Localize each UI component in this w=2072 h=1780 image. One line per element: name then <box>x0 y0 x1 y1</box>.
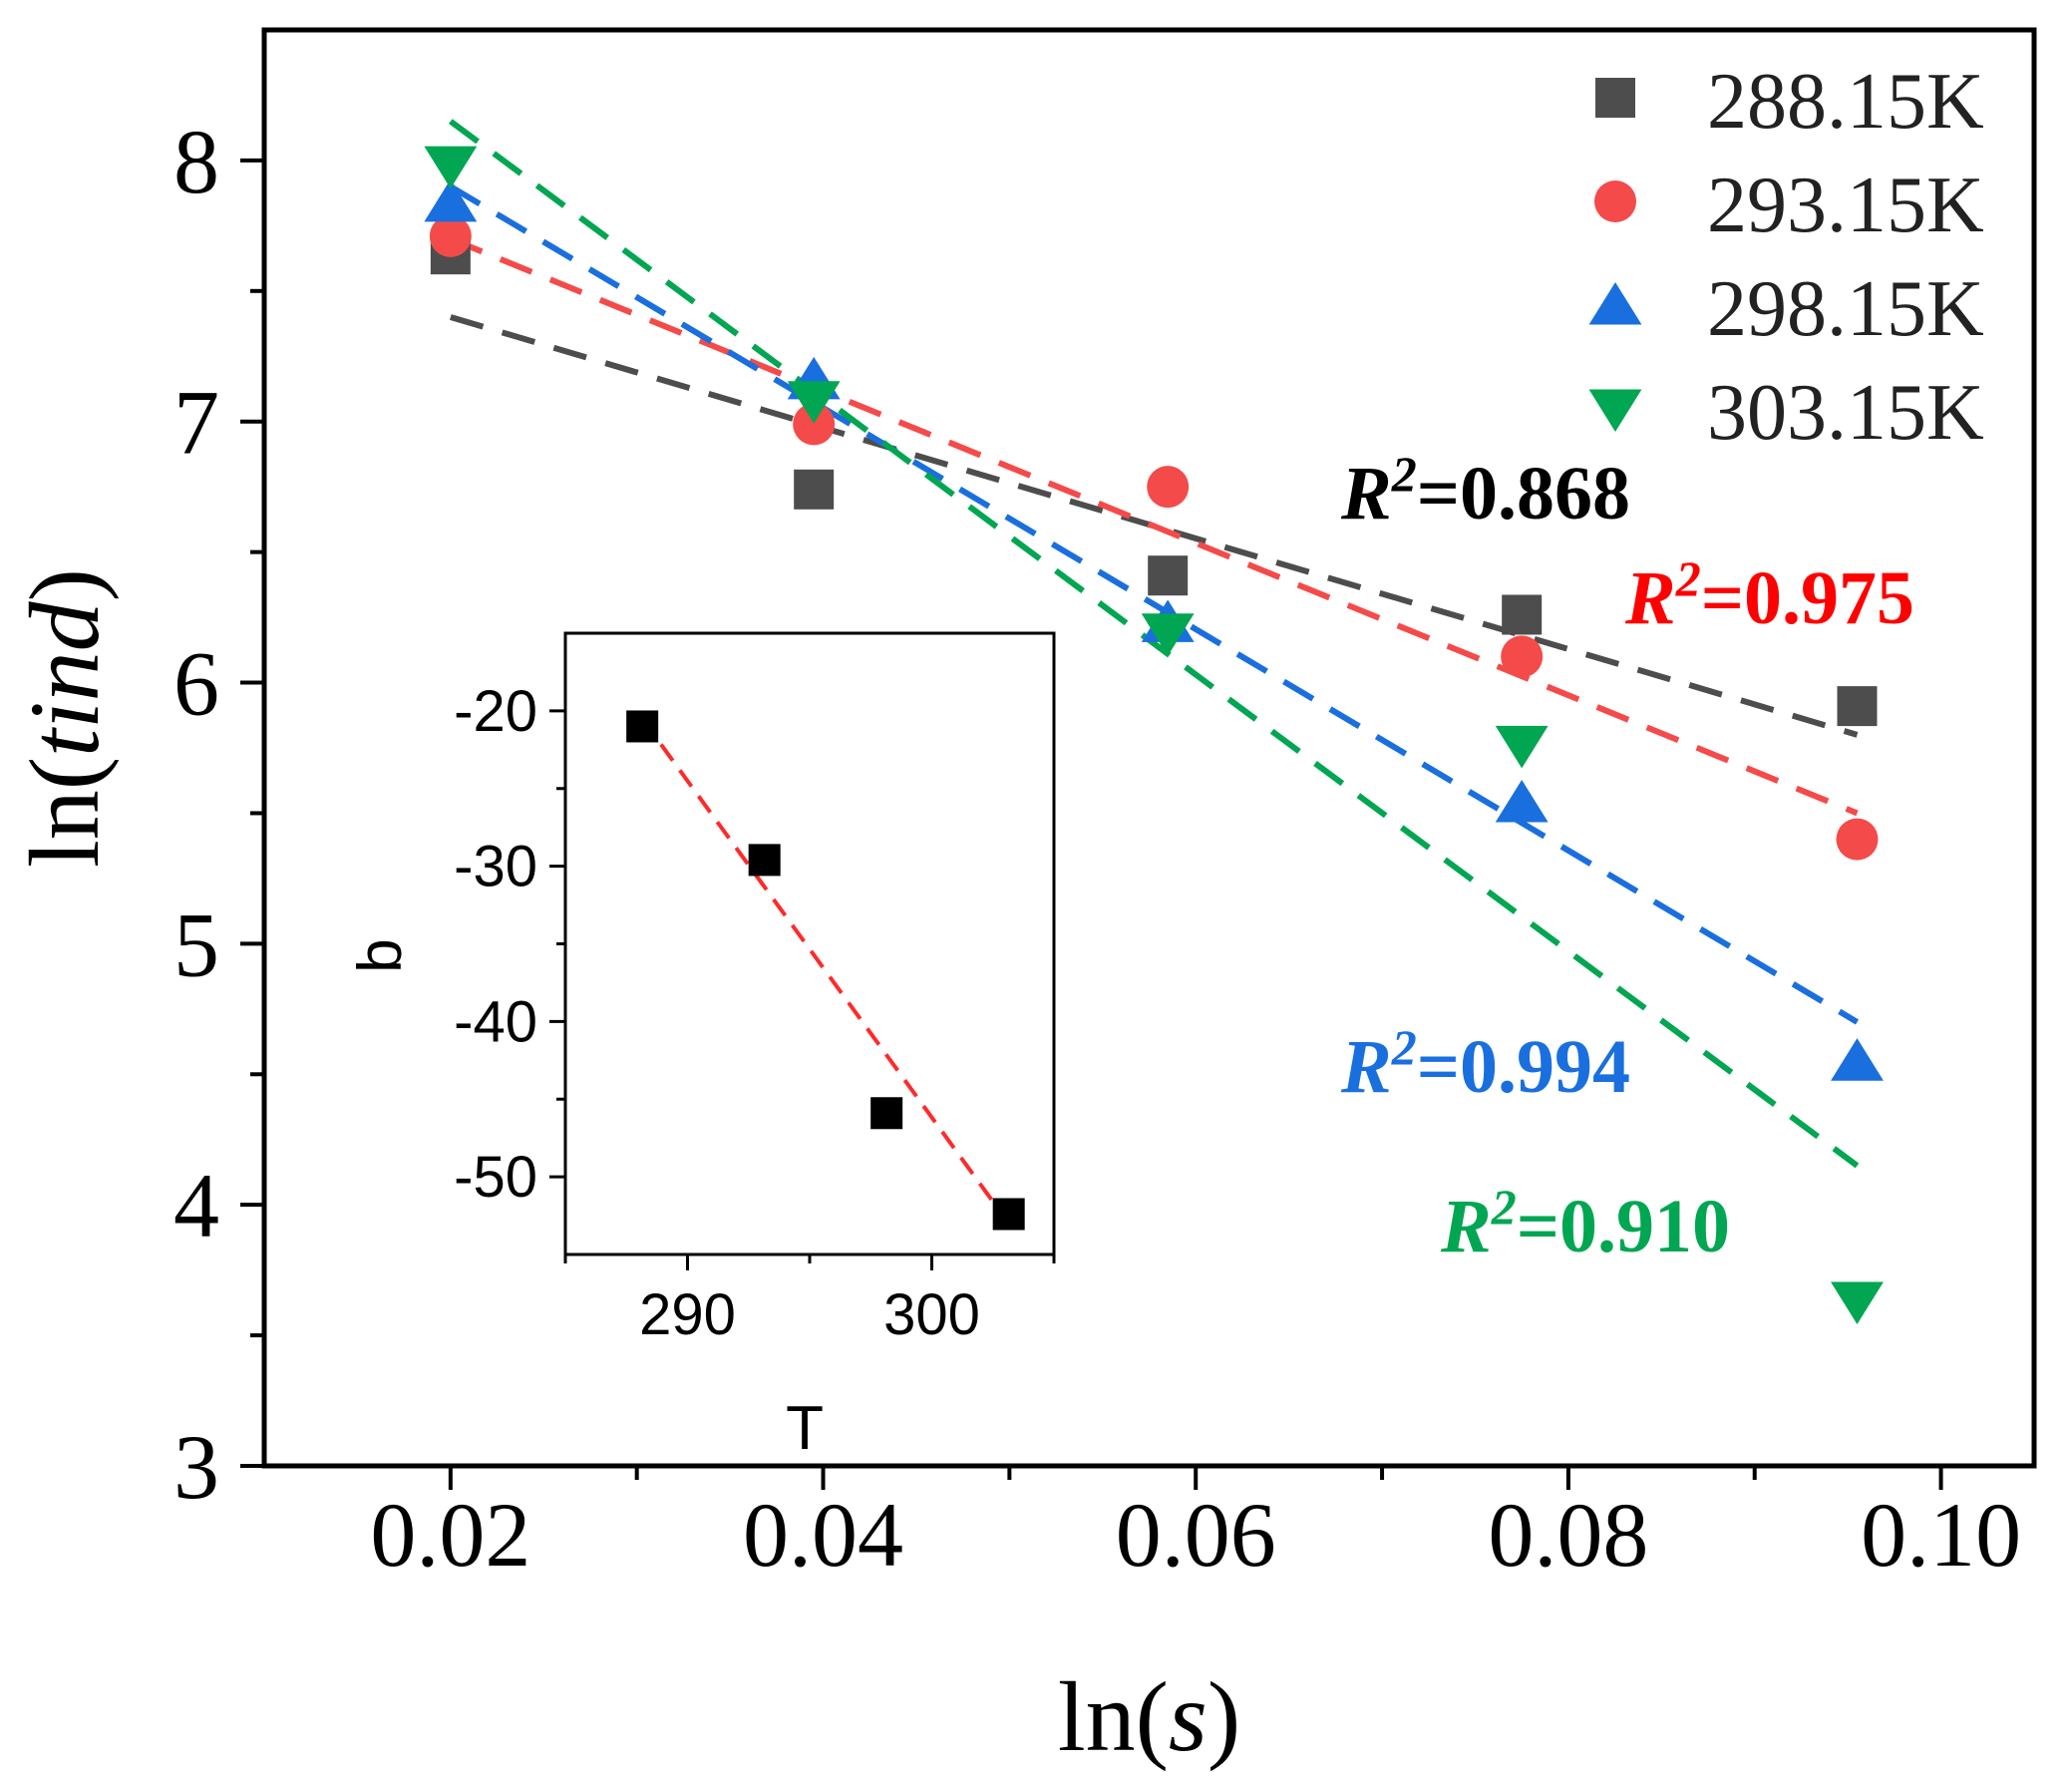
inset-plot: 290 300 -20 -30 -40 -50 Tb <box>346 631 1056 1463</box>
inset-y-axis-title: b <box>346 938 415 972</box>
r2-superscript: 2 <box>1491 1179 1517 1235</box>
inset-fit-line <box>640 717 1011 1226</box>
r2-annotation-288.15K: R2=0.868 <box>1340 446 1630 535</box>
main-plot-frame <box>261 27 2037 1469</box>
x-tick-label: 0.06 <box>1116 1484 1276 1586</box>
data-point-303.15K <box>787 381 841 424</box>
data-point-303.15K <box>1831 1281 1884 1325</box>
legend-label-303.15K: 303.15K <box>1707 369 1984 457</box>
r2-symbol: R <box>1340 452 1392 535</box>
legend-marker-288.15K <box>1595 78 1635 118</box>
r2-value: =0.910 <box>1517 1185 1730 1268</box>
data-point-298.15K <box>1495 779 1549 823</box>
data-point-303.15K <box>1495 725 1549 769</box>
x-tick-label: 0.04 <box>743 1484 903 1586</box>
y-axis-title: ln(tind) <box>9 568 120 868</box>
x-tick-label: 0.10 <box>1861 1484 2021 1586</box>
legend-marker-303.15K <box>1588 389 1642 432</box>
x-axis-title: ln(s) <box>1058 1661 1240 1772</box>
legend-label-293.15K: 293.15K <box>1707 162 1984 249</box>
r2-superscript: 2 <box>1391 1019 1417 1075</box>
r2-symbol: R <box>1624 556 1676 640</box>
inset-data-point <box>626 710 659 743</box>
r2-annotation-293.15K: R2=0.975 <box>1624 550 1914 640</box>
legend-label-288.15K: 288.15K <box>1707 58 1984 146</box>
y-tick-label: 6 <box>173 633 219 735</box>
inset-data-point <box>992 1198 1025 1231</box>
legend-label-298.15K: 298.15K <box>1707 265 1984 353</box>
x-axis-title-prefix: ln( <box>1058 1661 1169 1772</box>
y-tick-label: 8 <box>173 111 219 212</box>
data-point-293.15K <box>793 403 836 446</box>
data-point-293.15K <box>1501 635 1544 678</box>
y-tick-label: 7 <box>173 372 219 474</box>
y-axis-title-var: tind <box>9 600 120 757</box>
inset-y-tick-label: -40 <box>454 989 537 1054</box>
main-plot: 0.02 0.04 0.06 0.08 0.10345678ln(s)ln(tind)2… <box>9 27 2037 1772</box>
data-point-303.15K <box>1141 613 1195 656</box>
r2-value: =0.868 <box>1417 452 1630 535</box>
data-point-293.15K <box>1147 466 1190 509</box>
r2-annotation-303.15K: R2=0.910 <box>1440 1179 1730 1268</box>
r2-symbol: R <box>1440 1185 1492 1268</box>
data-point-298.15K <box>424 178 478 222</box>
fit-line-298.15K <box>449 183 1860 1025</box>
fit-line-293.15K <box>449 235 1859 817</box>
inset-data-point <box>748 844 781 877</box>
inset-data-point <box>870 1097 903 1130</box>
data-point-298.15K <box>1831 1038 1884 1081</box>
data-point-288.15K <box>794 469 835 510</box>
data-point-288.15K <box>1502 594 1543 635</box>
x-axis-title-var: s <box>1169 1661 1208 1772</box>
data-point-288.15K <box>1148 555 1189 596</box>
data-point-293.15K <box>1836 818 1879 861</box>
y-tick-label: 3 <box>173 1416 219 1518</box>
inset-x-tick-label: 300 <box>883 1282 980 1347</box>
r2-superscript: 2 <box>1675 550 1701 606</box>
r2-value: =0.975 <box>1701 556 1914 640</box>
y-axis-title-suffix: ) <box>9 568 120 601</box>
r2-value: =0.994 <box>1417 1025 1630 1109</box>
inset-y-tick-label: -30 <box>454 835 537 899</box>
inset-x-axis-title: T <box>786 1394 824 1463</box>
data-point-303.15K <box>424 146 478 189</box>
fit-line-303.15K <box>449 119 1860 1169</box>
x-axis-title-suffix: ) <box>1208 1661 1240 1772</box>
r2-annotation-298.15K: R2=0.994 <box>1340 1019 1630 1109</box>
inset-y-tick-label: -50 <box>454 1145 537 1210</box>
inset-x-tick-label: 290 <box>639 1282 736 1347</box>
r2-symbol: R <box>1340 1025 1392 1109</box>
r2-superscript: 2 <box>1391 446 1417 502</box>
data-point-293.15K <box>429 214 472 257</box>
y-tick-label: 5 <box>173 893 219 995</box>
x-tick-label: 0.02 <box>370 1484 530 1586</box>
y-axis-title-prefix: ln( <box>9 757 120 868</box>
inset-y-tick-label: -20 <box>454 679 537 744</box>
x-tick-label: 0.08 <box>1488 1484 1648 1586</box>
legend-marker-293.15K <box>1594 180 1636 222</box>
data-point-288.15K <box>1837 686 1878 727</box>
y-tick-label: 4 <box>173 1155 219 1256</box>
legend-marker-298.15K <box>1588 282 1642 325</box>
